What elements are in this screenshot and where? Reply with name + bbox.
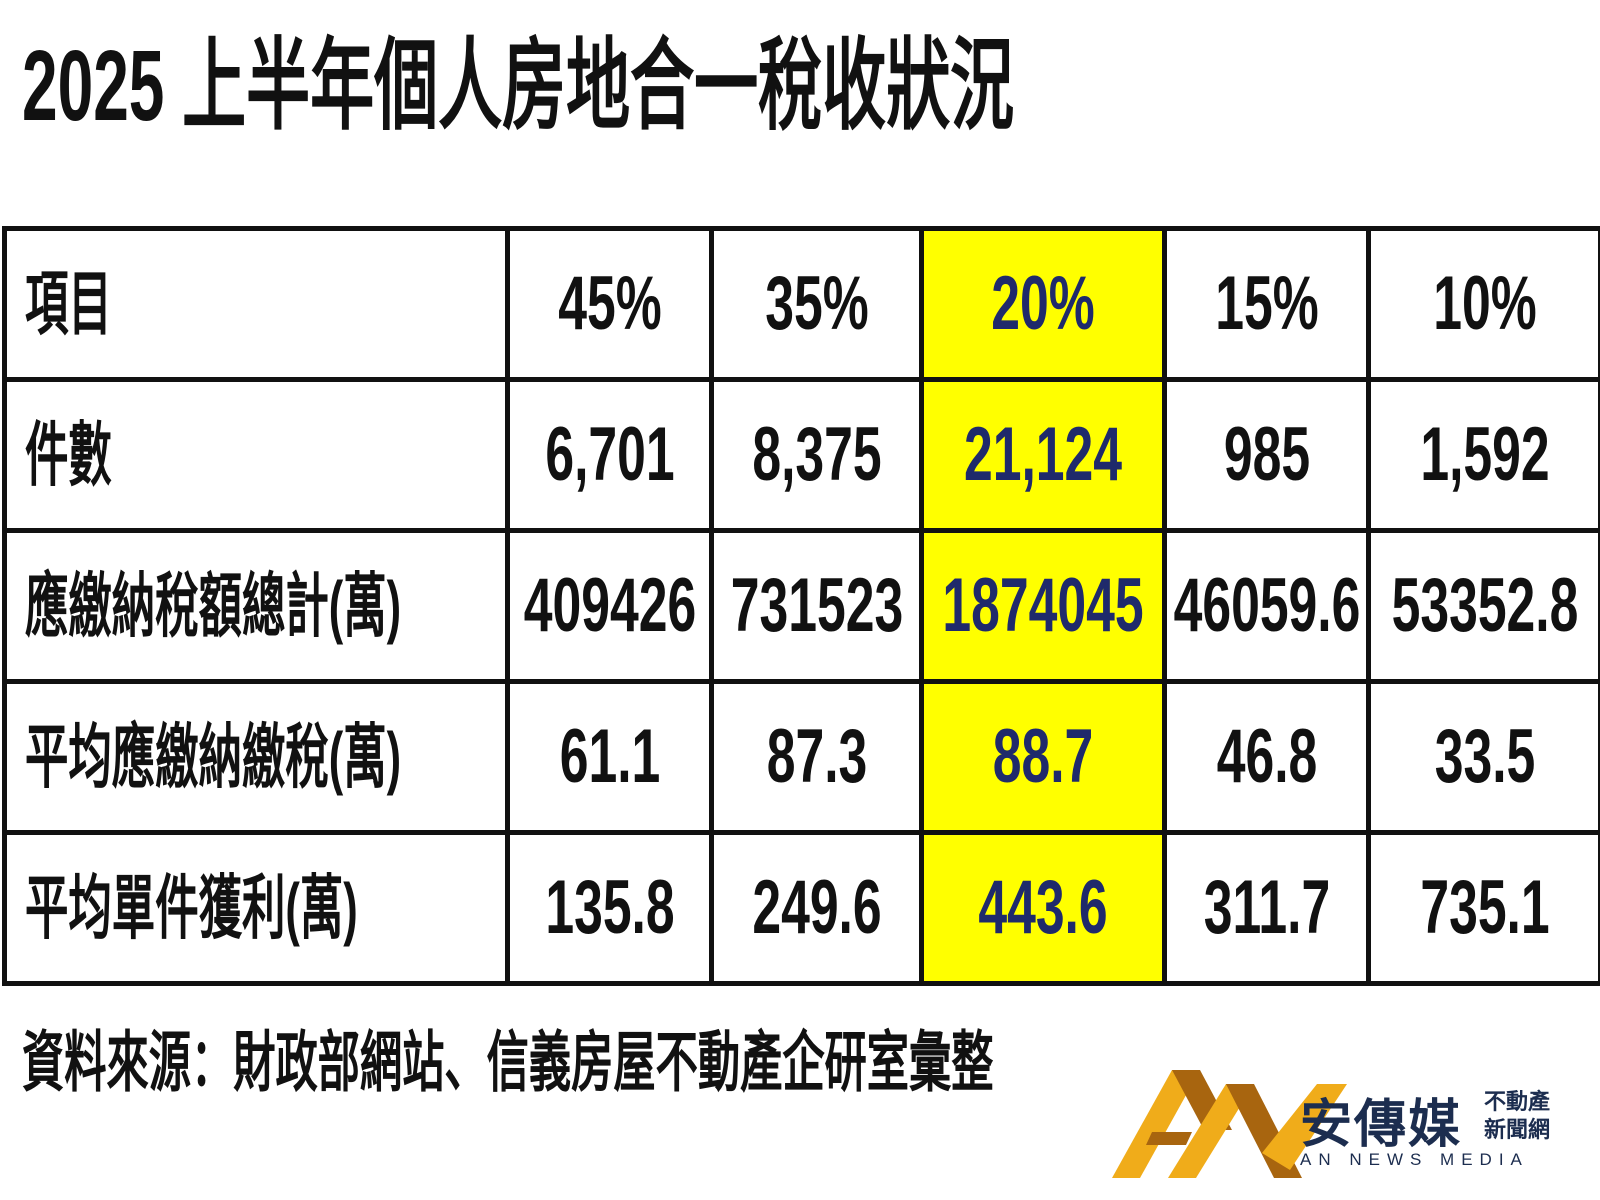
source-note: 資料來源：財政部網站、信義房屋不動產企研室彙整 — [22, 1025, 994, 1099]
table-cell: 135.8 — [505, 830, 714, 986]
row-label: 應繳納稅額總計(萬) — [2, 528, 510, 684]
table-row: 平均應繳納繳稅(萬) 61.1 87.3 88.7 46.8 33.5 — [2, 679, 1600, 835]
table-header-row: 項目 45% 35% 20% 15% 10% — [2, 226, 1600, 382]
table-cell: 735.1 — [1366, 830, 1600, 986]
table-cell: 33.5 — [1366, 679, 1600, 835]
table-cell: 6,701 — [505, 377, 714, 533]
table-cell: 443.6 — [919, 830, 1167, 986]
table-cell: 46059.6 — [1162, 528, 1371, 684]
row-label: 平均應繳納繳稅(萬) — [2, 679, 510, 835]
logo-sub1: 不動產 — [1484, 1089, 1551, 1114]
header-cell-10: 10% — [1366, 226, 1600, 382]
table-cell: 249.6 — [709, 830, 924, 986]
logo-subtitle: 不動產 新聞網 — [1484, 1088, 1574, 1144]
header-cell-item: 項目 — [2, 226, 510, 382]
table-cell: 61.1 — [505, 679, 714, 835]
header-cell-15: 15% — [1162, 226, 1371, 382]
table-cell: 87.3 — [709, 679, 924, 835]
table-cell: 409426 — [505, 528, 714, 684]
logo-brand-name: 安傳媒 — [1300, 1096, 1463, 1154]
header-cell-35: 35% — [709, 226, 924, 382]
table-cell: 731523 — [709, 528, 924, 684]
table-row: 應繳納稅額總計(萬) 409426 731523 1874045 46059.6… — [2, 528, 1600, 684]
header-cell-20: 20% — [919, 226, 1167, 382]
table-cell: 1874045 — [919, 528, 1167, 684]
table-cell: 1,592 — [1366, 377, 1600, 533]
table-cell: 46.8 — [1162, 679, 1371, 835]
logo-sub2: 新聞網 — [1484, 1117, 1551, 1142]
page-title: 2025 上半年個人房地合一稅收狀況 — [22, 30, 1015, 142]
table-row: 件數 6,701 8,375 21,124 985 1,592 — [2, 377, 1600, 533]
table-cell: 21,124 — [919, 377, 1167, 533]
table-cell: 8,375 — [709, 377, 924, 533]
an-news-media-logo-icon — [1112, 1070, 1347, 1178]
table-row: 平均單件獲利(萬) 135.8 249.6 443.6 311.7 735.1 — [2, 830, 1600, 986]
table-cell: 311.7 — [1162, 830, 1371, 986]
header-cell-45: 45% — [505, 226, 714, 382]
row-label: 平均單件獲利(萬) — [2, 830, 510, 986]
logo-english: AN NEWS MEDIA — [1300, 1150, 1529, 1169]
table-cell: 53352.8 — [1366, 528, 1600, 684]
table-cell: 88.7 — [919, 679, 1167, 835]
tax-table: 項目 45% 35% 20% 15% 10% 件數 6,701 8,375 21… — [2, 226, 1600, 986]
row-label: 件數 — [2, 377, 510, 533]
table-cell: 985 — [1162, 377, 1371, 533]
